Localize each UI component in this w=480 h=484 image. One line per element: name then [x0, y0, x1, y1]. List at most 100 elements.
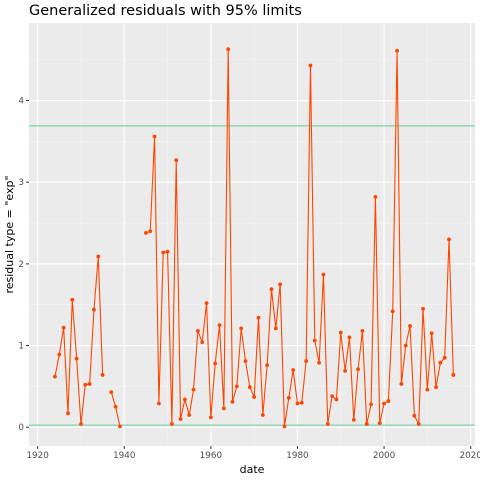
data-point — [87, 382, 92, 386]
x-tick-label: 2000 — [373, 451, 396, 461]
data-point — [373, 195, 378, 199]
data-point — [395, 48, 399, 53]
data-point — [152, 134, 157, 139]
data-point — [239, 326, 244, 331]
data-point — [403, 343, 408, 348]
data-point — [230, 400, 235, 404]
data-point — [308, 63, 313, 68]
data-point — [174, 158, 179, 163]
data-point — [356, 367, 360, 372]
data-point — [161, 250, 166, 255]
data-point — [273, 326, 278, 331]
data-point — [425, 387, 430, 392]
data-point — [451, 373, 456, 377]
data-point — [299, 400, 304, 405]
data-point — [338, 330, 343, 335]
data-point — [252, 395, 257, 399]
data-point — [221, 406, 226, 411]
data-point — [330, 394, 335, 399]
data-point — [295, 401, 300, 406]
y-tick-label: 0 — [18, 423, 24, 433]
data-point — [226, 47, 231, 52]
data-point — [53, 374, 57, 379]
plot-panel — [29, 23, 475, 446]
x-axis: 1920 1940 1960 1980 2000 2020 — [26, 446, 480, 461]
data-point — [421, 306, 425, 311]
x-tick-label: 1980 — [286, 451, 309, 461]
reference-lines — [29, 125, 475, 426]
series-line — [145, 48, 454, 427]
data-point — [208, 415, 213, 420]
data-point — [269, 287, 274, 292]
data-point — [74, 356, 79, 361]
data-point — [434, 385, 438, 390]
data-point — [217, 323, 222, 328]
data-point — [412, 413, 417, 418]
data-point — [364, 422, 369, 426]
data-point — [157, 401, 161, 406]
chart-title: Generalized residuals with 95% limits — [29, 3, 302, 19]
data-point — [260, 413, 265, 417]
data-point — [390, 309, 395, 314]
x-tick-label: 1940 — [113, 451, 136, 461]
data-point — [113, 404, 118, 409]
x-tick-label: 1920 — [26, 451, 49, 461]
series-points — [53, 47, 456, 429]
y-tick-label: 3 — [18, 178, 24, 188]
data-point — [200, 340, 205, 345]
data-point — [70, 297, 75, 302]
data-point — [282, 424, 287, 429]
data-point — [317, 360, 322, 365]
data-point — [66, 411, 70, 416]
data-point — [334, 397, 339, 402]
data-point — [243, 359, 248, 363]
data-point — [191, 387, 196, 392]
data-point — [92, 307, 96, 312]
data-point — [351, 417, 356, 422]
data-point — [100, 373, 105, 377]
data-point — [144, 230, 148, 235]
data-point — [148, 229, 153, 234]
grid-major — [29, 23, 475, 446]
grid-minor — [29, 23, 475, 446]
data-point — [165, 249, 170, 254]
data-point — [321, 272, 326, 277]
data-point — [182, 397, 187, 402]
x-tick-label: 1960 — [200, 451, 223, 461]
y-axis: 0 1 2 3 4 — [18, 97, 29, 433]
data-point — [109, 390, 114, 395]
y-axis-label: residual type = "exp" — [3, 175, 16, 293]
data-point — [447, 237, 451, 242]
data-point — [96, 254, 101, 259]
data-point — [83, 382, 88, 387]
data-point — [360, 328, 365, 333]
data-point — [438, 360, 443, 365]
series-line — [54, 255, 104, 425]
data-point — [347, 335, 352, 340]
data-point — [278, 282, 283, 287]
data-point — [382, 401, 386, 406]
data-point — [291, 368, 296, 372]
data-point — [369, 402, 373, 407]
data-point — [187, 413, 192, 417]
data-point — [325, 422, 330, 426]
data-point — [57, 352, 62, 357]
y-tick-label: 2 — [18, 260, 24, 270]
data-point — [429, 331, 434, 336]
data-point — [386, 399, 391, 403]
data-point — [286, 395, 291, 400]
data-point — [204, 301, 209, 305]
data-point — [312, 338, 317, 343]
data-point — [408, 324, 412, 328]
data-point — [169, 422, 174, 426]
data-point — [195, 328, 200, 333]
data-point — [247, 385, 252, 390]
data-point — [256, 315, 261, 320]
y-tick-label: 4 — [18, 97, 24, 107]
x-tick-label: 2020 — [459, 451, 480, 461]
data-point — [213, 361, 218, 366]
data-point — [343, 368, 347, 373]
data-point — [399, 382, 404, 386]
data-point — [442, 355, 447, 360]
